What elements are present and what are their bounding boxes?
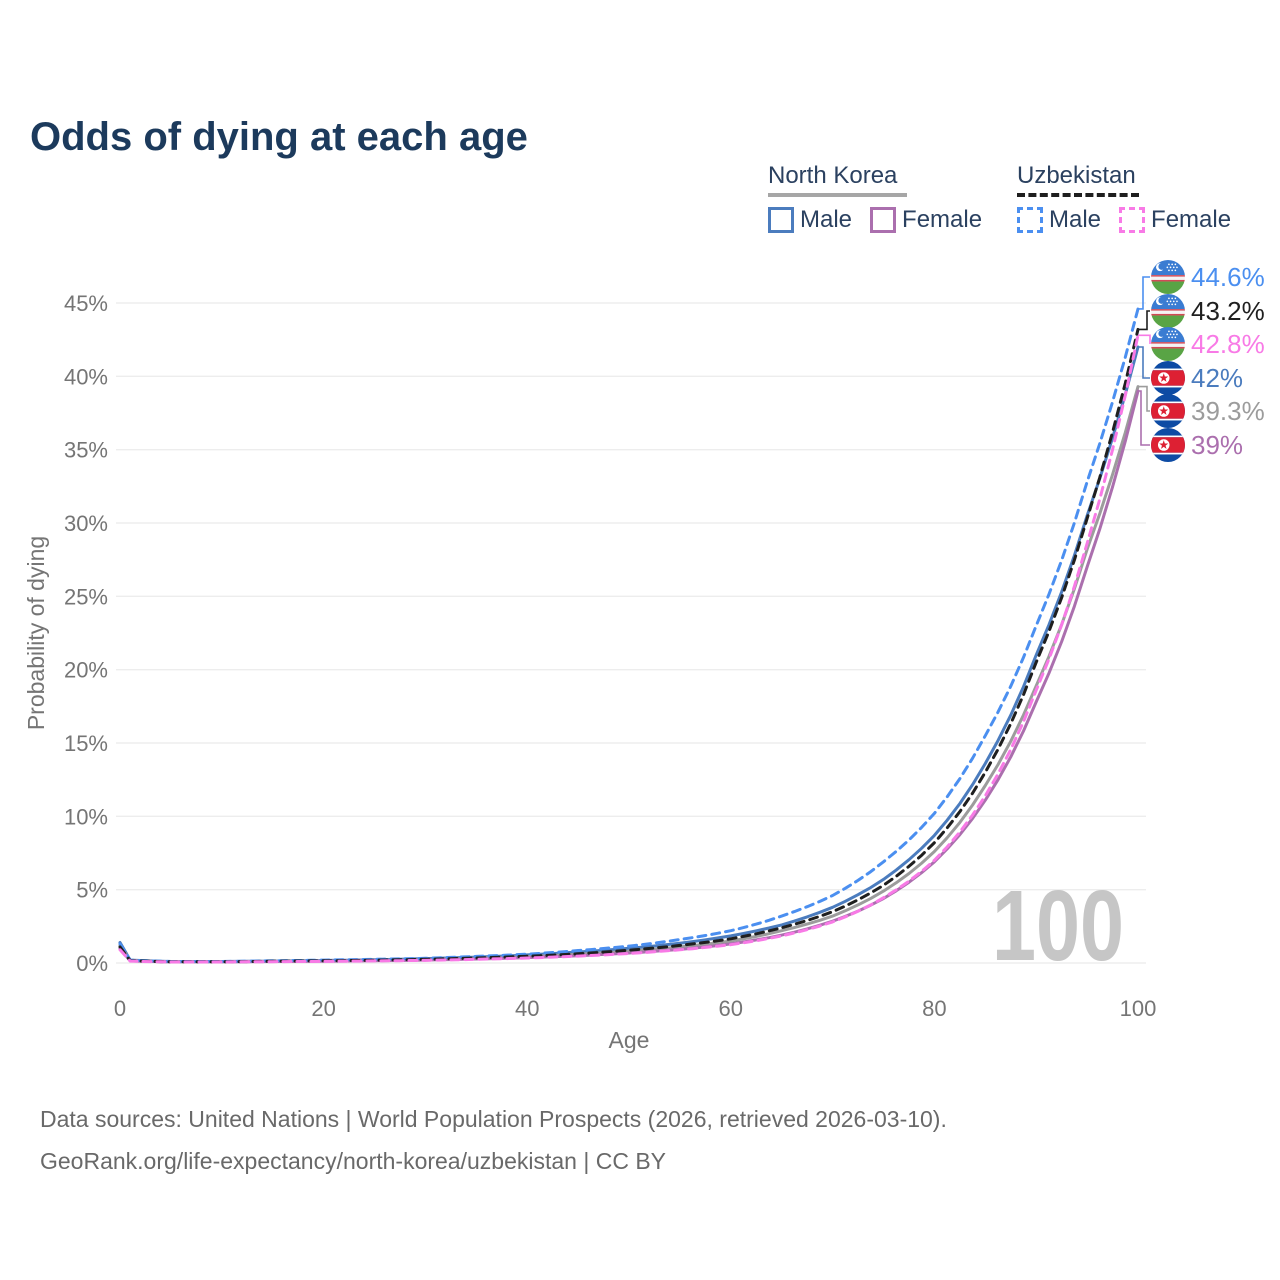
end-value-label-nk-male: 42% (1191, 363, 1243, 393)
attribution-text: GeoRank.org/life-expectancy/north-korea/… (40, 1148, 666, 1174)
uzbekistan-flag-icon (1151, 294, 1185, 328)
x-tick-label: 100 (1120, 996, 1157, 1021)
legend-item-uzbekistan-male[interactable]: Male (1017, 206, 1101, 234)
north-korea-male-swatch-icon (768, 207, 794, 233)
y-axis-title: Probability of dying (23, 536, 49, 730)
end-value-label-uz-all: 43.2% (1191, 296, 1265, 326)
legend-label-male: Male (800, 206, 853, 233)
y-tick-label: 30% (64, 511, 108, 536)
north-korea-female-swatch-icon (870, 207, 897, 233)
series-line-nk-female (118, 389, 1140, 964)
north-korea-flag-icon (1151, 394, 1185, 428)
x-tick-label: 60 (719, 996, 743, 1021)
end-value-label-nk-female: 39% (1191, 430, 1243, 460)
north-korea-flag-icon (1151, 361, 1185, 395)
legend-country-uzbekistan[interactable]: Uzbekistan (1017, 162, 1136, 189)
y-tick-label: 35% (64, 438, 108, 463)
series-line-uz-female (118, 333, 1140, 964)
x-axis-title: Age (609, 1027, 650, 1053)
y-tick-label: 10% (64, 804, 108, 829)
north-korea-flag-icon (1151, 428, 1185, 462)
legend-label-female: Female (902, 206, 983, 233)
end-value-label-uz-male: 44.6% (1191, 262, 1265, 292)
data-sources-text: Data sources: United Nations | World Pop… (40, 1106, 947, 1132)
x-tick-label: 80 (922, 996, 946, 1021)
legend-group-north-korea: North Korea Male Female (768, 163, 1000, 234)
series-line-uz-all (118, 327, 1140, 964)
end-value-label-uz-female: 42.8% (1191, 329, 1265, 359)
leader-line-nk-female (1138, 390, 1150, 446)
legend-item-uzbekistan-female[interactable]: Female (1119, 206, 1231, 234)
x-tick-label: 20 (311, 996, 335, 1021)
leader-line-nk-male (1138, 346, 1150, 379)
legend: North Korea Male Female Uzbekistan Male … (0, 163, 1280, 243)
legend-label-male: Male (1049, 206, 1102, 233)
x-tick-label: 40 (515, 996, 539, 1021)
y-tick-label: 20% (64, 658, 108, 683)
legend-country-north-korea[interactable]: North Korea (768, 162, 898, 189)
chart-title: Odds of dying at each age (30, 114, 528, 159)
x-tick-label: 0 (114, 996, 126, 1021)
y-tick-label: 45% (64, 291, 108, 316)
end-value-label-nk-all: 39.3% (1191, 396, 1265, 426)
y-tick-label: 40% (64, 364, 108, 389)
y-tick-label: 15% (64, 731, 108, 756)
age-watermark: 100 (992, 870, 1124, 982)
uzbekistan-flag-icon (1151, 327, 1185, 361)
legend-group-uzbekistan: Uzbekistan Male Female (1017, 163, 1249, 234)
series-line-nk-male (118, 345, 1140, 963)
leader-line-uz-female (1138, 334, 1151, 344)
leader-line-nk-all (1138, 385, 1150, 412)
y-tick-label: 0% (76, 951, 108, 976)
uzbekistan-male-swatch-icon (1017, 207, 1043, 233)
legend-item-north-korea-male[interactable]: Male (768, 206, 852, 234)
leader-line-uz-male (1138, 276, 1150, 310)
legend-item-north-korea-female[interactable]: Female (870, 206, 982, 234)
y-tick-label: 25% (64, 584, 108, 609)
leader-line-uz-all (1138, 310, 1150, 331)
y-tick-label: 5% (76, 878, 108, 903)
footer: Data sources: United Nations | World Pop… (40, 1108, 947, 1192)
uzbekistan-female-swatch-icon (1119, 207, 1146, 233)
legend-label-female: Female (1151, 206, 1232, 233)
series-line-uz-male (118, 307, 1140, 963)
uzbekistan-flag-icon (1151, 260, 1185, 294)
series-line-nk-all (118, 385, 1140, 964)
uzbekistan-line-swatch (1017, 193, 1139, 197)
north-korea-line-swatch (768, 193, 907, 197)
